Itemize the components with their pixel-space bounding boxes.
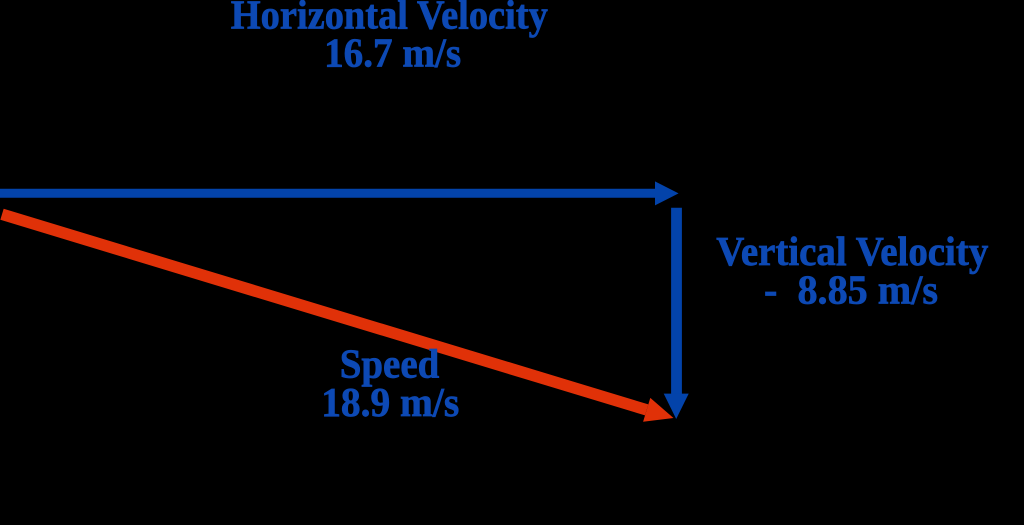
svg-text:16.7 m/s: 16.7 m/s <box>324 30 461 76</box>
svg-text:Horizontal Velocity: Horizontal Velocity <box>231 0 548 37</box>
svg-text:Vertical Velocity: Vertical Velocity <box>716 228 988 274</box>
svg-text:- 8.85 m/s: - 8.85 m/s <box>764 267 938 313</box>
svg-text:Speed: Speed <box>340 341 440 387</box>
svg-text:18.9 m/s: 18.9 m/s <box>321 379 459 425</box>
